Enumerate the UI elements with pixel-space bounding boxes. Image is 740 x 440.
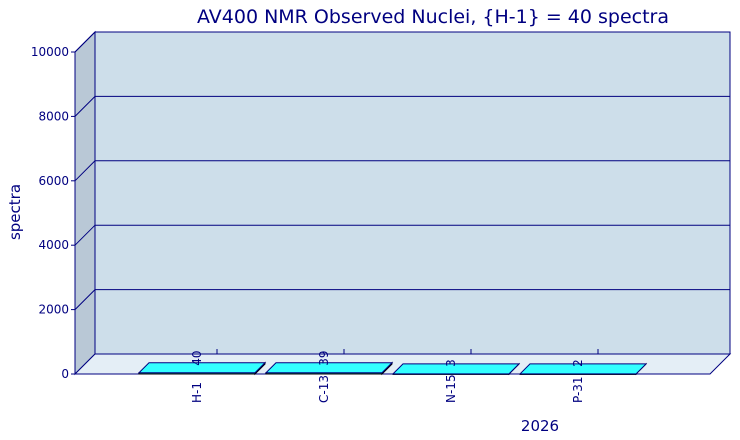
value-label: 40 <box>190 350 204 365</box>
value-label: 2 <box>571 359 585 367</box>
chart-title: AV400 NMR Observed Nuclei, {H-1} = 40 sp… <box>197 6 669 28</box>
x-tick-label: C-13 <box>317 375 331 403</box>
value-label: 3 <box>444 359 458 367</box>
x-tick-label: P-31 <box>571 376 585 403</box>
x-axis-label: 2026 <box>521 417 559 435</box>
bar <box>518 362 648 376</box>
x-tick-label: N-15 <box>444 374 458 403</box>
x-tick-label: H-1 <box>190 382 204 403</box>
y-tick-label: 4000 <box>38 238 69 252</box>
value-label: 39 <box>317 350 331 365</box>
y-tick-label: 10000 <box>31 45 69 59</box>
grid-line <box>74 289 730 310</box>
back-wall <box>94 31 731 355</box>
grid-line <box>74 95 730 117</box>
grid-line <box>74 160 730 182</box>
bar <box>391 362 521 376</box>
grid-line <box>74 224 730 246</box>
bar <box>264 361 394 376</box>
bar <box>137 361 267 376</box>
left-wall <box>74 30 96 376</box>
grid-line <box>74 31 730 53</box>
y-tick-label: 6000 <box>38 174 69 188</box>
y-tick-label: 8000 <box>38 109 69 123</box>
y-tick-label: 0 <box>61 367 69 381</box>
y-axis-label: spectra <box>6 184 24 240</box>
y-tick-label: 2000 <box>38 303 69 317</box>
